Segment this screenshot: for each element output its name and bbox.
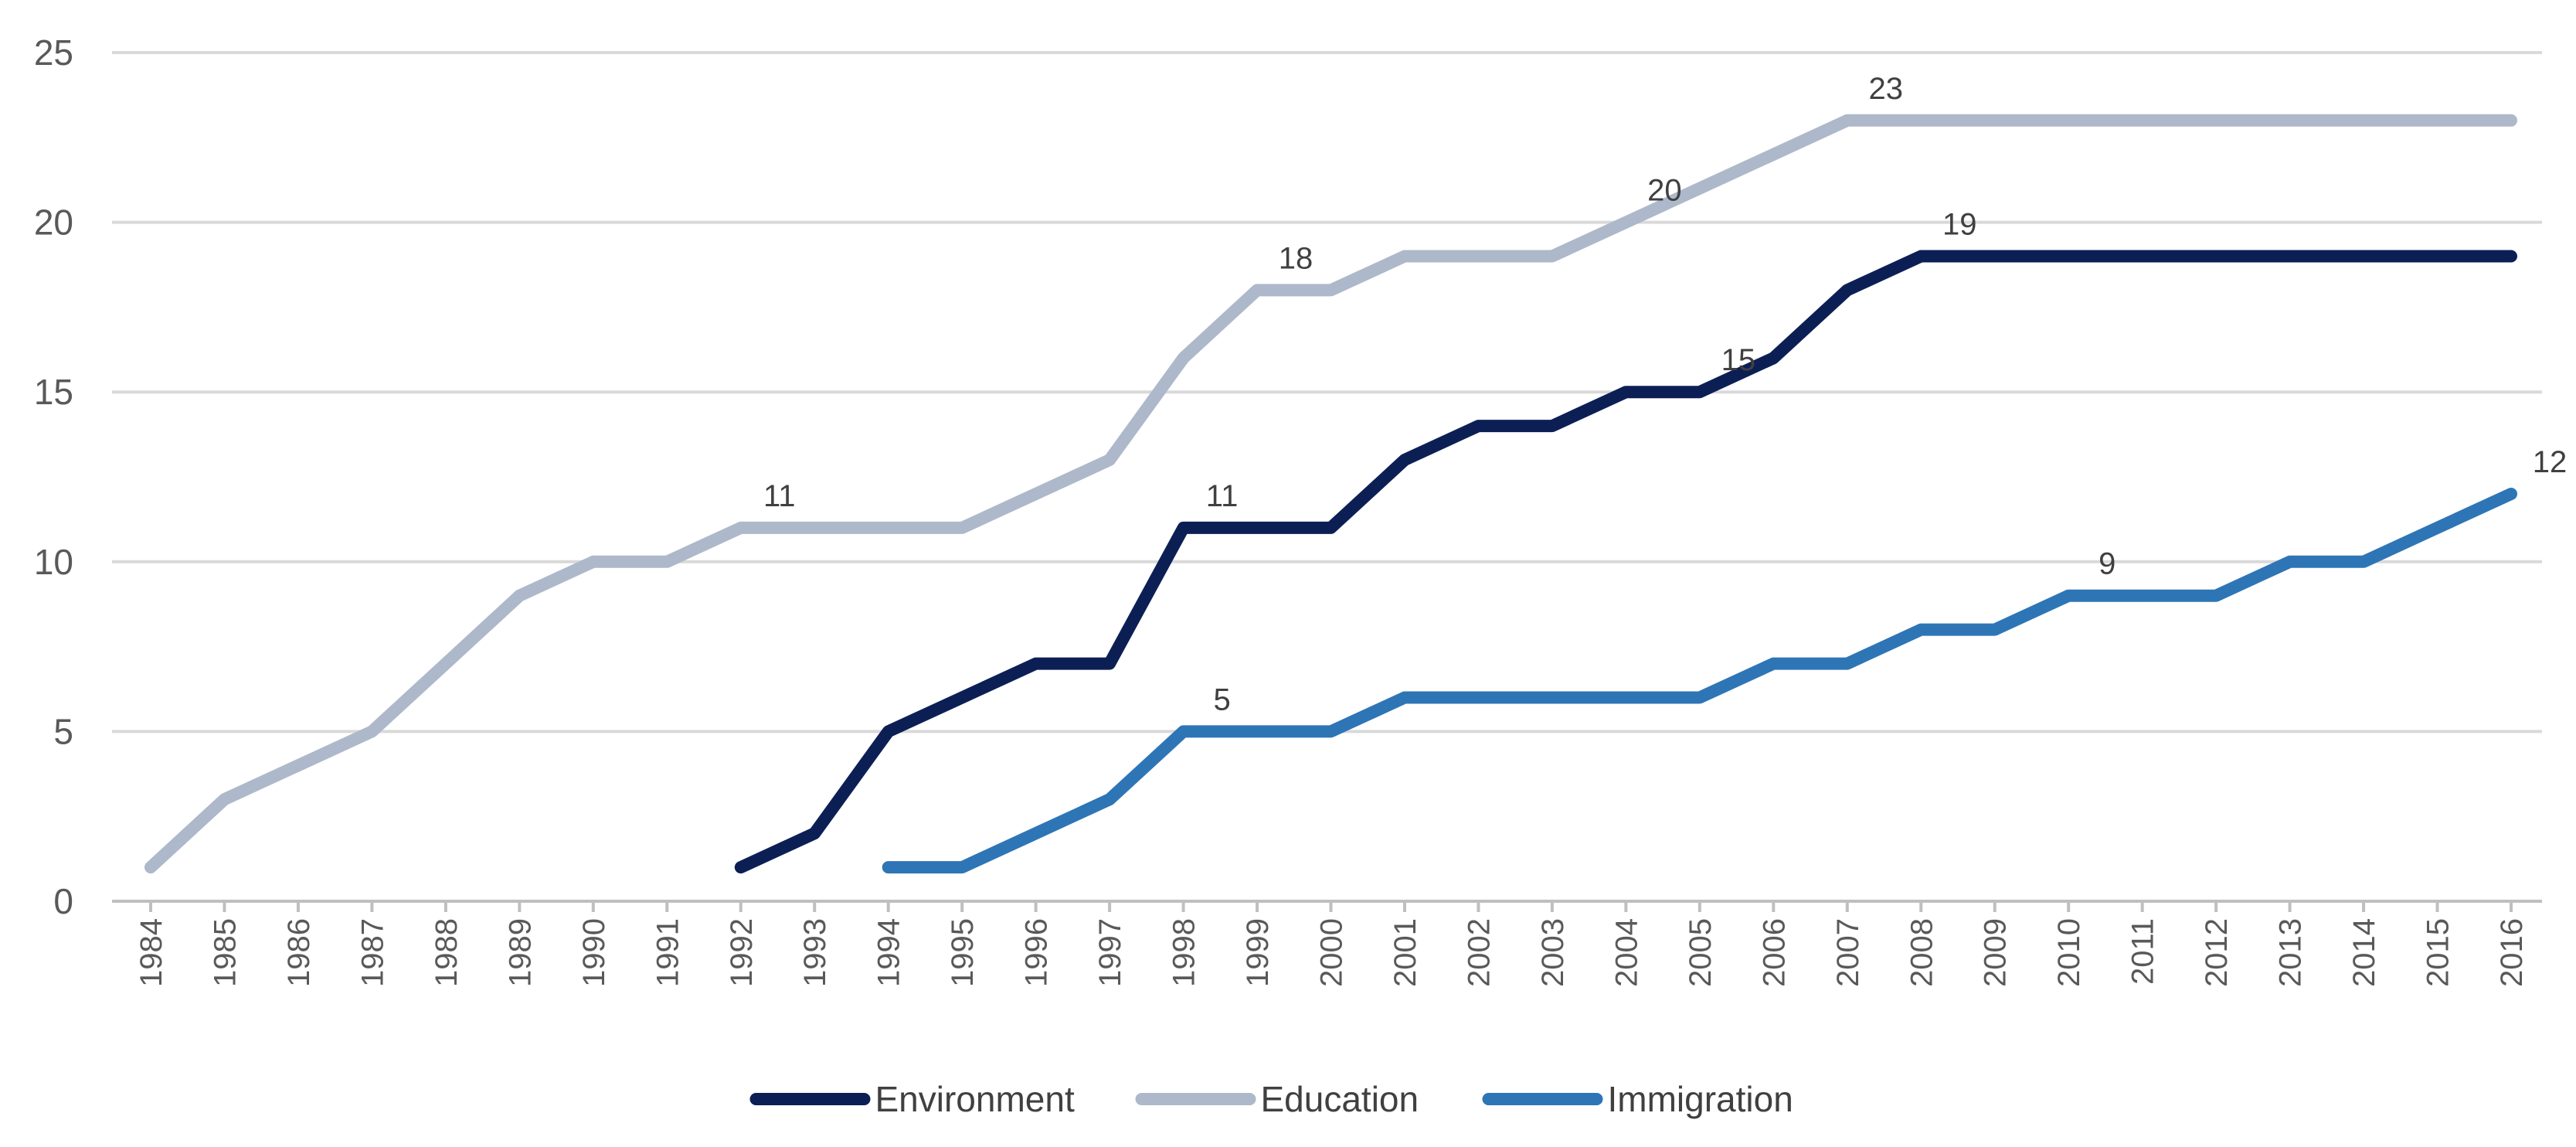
series-line-education [144,114,2517,874]
y-tick-label: 25 [34,32,73,73]
x-tick-label: 1985 [208,918,242,987]
data-label-immigration: 5 [1213,682,1230,716]
x-axis-ticks: 1984 1985 1986 1987 1988 1989 1990 1991 1992 1993… [134,901,2529,987]
y-tick-label: 20 [34,203,73,243]
x-tick-label: 2010 [2052,918,2086,987]
x-tick-label: 2013 [2274,918,2308,987]
legend-label-environment: Environment [875,1079,1075,1119]
x-tick-label: 2009 [1979,918,2013,987]
x-tick-label: 1984 [134,918,168,987]
data-label-environment: 19 [1942,208,1977,242]
data-label-education: 18 [1279,241,1313,275]
series-line-immigration [882,488,2517,874]
x-tick-label: 2001 [1388,918,1422,987]
x-tick-label: 2011 [2126,918,2160,985]
legend-label-immigration: Immigration [1608,1079,1793,1119]
x-tick-label: 2003 [1536,918,1570,987]
y-tick-label: 0 [53,881,73,921]
x-tick-label: 1999 [1241,918,1275,987]
x-tick-label: 1996 [1020,918,1054,987]
x-tick-label: 2012 [2200,918,2234,987]
x-tick-label: 2006 [1757,918,1791,987]
x-tick-label: 1993 [798,918,832,987]
data-labels: 11 15 19 11 18 20 23 5 9 12 [763,72,2567,717]
data-label-environment: 11 [1206,479,1239,513]
x-tick-label: 1987 [355,918,389,987]
x-tick-label: 2005 [1684,918,1718,987]
data-label-education: 20 [1647,174,1682,208]
x-tick-label: 1995 [946,918,980,987]
x-tick-label: 1988 [430,918,464,987]
x-tick-label: 1994 [872,918,906,987]
legend: Environment Education Immigration [749,1079,1793,1119]
y-tick-label: 15 [34,372,73,412]
y-axis-ticks: 0 5 10 15 20 25 [34,32,73,921]
x-tick-label: 1990 [577,918,611,987]
x-tick-label: 2000 [1315,918,1349,987]
x-tick-label: 2008 [1905,918,1939,987]
x-tick-label: 2004 [1609,918,1643,987]
series-lines [144,114,2517,874]
y-tick-label: 5 [53,711,73,751]
y-tick-label: 10 [34,542,73,582]
x-tick-label: 1986 [282,918,316,987]
data-label-immigration: 9 [2099,547,2116,581]
x-tick-label: 1992 [725,918,759,987]
x-tick-label: 2016 [2495,918,2529,987]
x-tick-label: 1989 [503,918,537,987]
x-tick-label: 1997 [1093,918,1127,987]
legend-label-education: Education [1261,1079,1419,1119]
x-tick-label: 2007 [1831,918,1865,987]
gridlines [112,51,2542,903]
x-tick-label: 1998 [1167,918,1201,987]
x-tick-label: 1991 [651,918,685,987]
x-tick-label: 2002 [1462,918,1496,987]
x-tick-label: 2015 [2421,918,2455,987]
data-label-environment: 15 [1721,343,1756,377]
data-label-immigration: 12 [2533,445,2568,479]
data-label-education: 23 [1869,72,1904,106]
series-line-environment [734,250,2517,874]
data-label-education: 11 [763,479,796,513]
x-tick-label: 2014 [2347,918,2381,987]
